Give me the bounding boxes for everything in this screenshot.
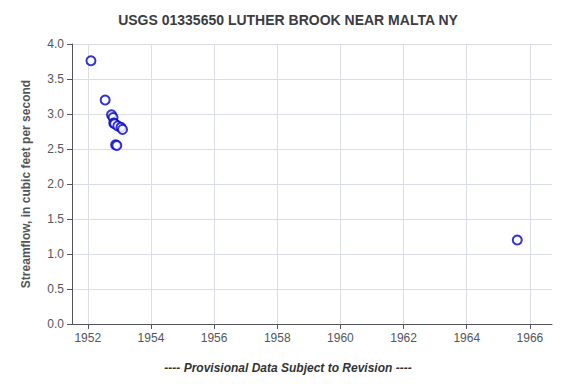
svg-text:2.0: 2.0 xyxy=(47,177,64,191)
svg-text:1966: 1966 xyxy=(517,331,544,345)
svg-text:1.0: 1.0 xyxy=(47,247,64,261)
svg-text:1960: 1960 xyxy=(327,331,354,345)
svg-text:Streamflow, in cubic feet per: Streamflow, in cubic feet per second xyxy=(19,80,33,288)
svg-text:2.5: 2.5 xyxy=(47,142,64,156)
svg-text:3.0: 3.0 xyxy=(47,107,64,121)
svg-text:4.0: 4.0 xyxy=(47,37,64,51)
svg-text:0.5: 0.5 xyxy=(47,282,64,296)
svg-text:USGS 01335650 LUTHER BROOK NEA: USGS 01335650 LUTHER BROOK NEAR MALTA NY xyxy=(118,12,458,28)
svg-text:3.5: 3.5 xyxy=(47,72,64,86)
svg-text:1958: 1958 xyxy=(264,331,291,345)
svg-text:---- Provisional Data Subject: ---- Provisional Data Subject to Revisio… xyxy=(164,361,411,375)
svg-text:1962: 1962 xyxy=(390,331,417,345)
svg-text:1956: 1956 xyxy=(201,331,228,345)
svg-text:0.0: 0.0 xyxy=(47,317,64,331)
svg-text:1954: 1954 xyxy=(138,331,165,345)
svg-text:1952: 1952 xyxy=(74,331,101,345)
svg-text:1964: 1964 xyxy=(453,331,480,345)
svg-text:1.5: 1.5 xyxy=(47,212,64,226)
